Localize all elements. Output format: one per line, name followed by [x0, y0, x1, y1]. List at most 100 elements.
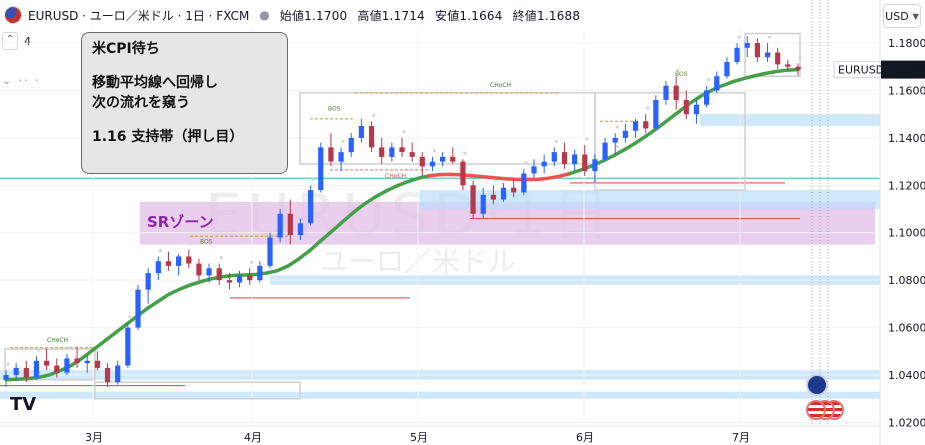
- candle-body: [622, 130, 628, 138]
- candle-body: [561, 152, 568, 164]
- status-dot-icon: ●: [259, 8, 270, 22]
- currency-select[interactable]: USD ▼: [883, 4, 921, 28]
- candle-body: [226, 280, 232, 283]
- chevron-up-icon[interactable]: ⌃: [2, 32, 18, 50]
- close-value: 終値1.1688: [512, 8, 581, 23]
- candle-body: [612, 137, 618, 143]
- symbol-price-tag: [833, 61, 881, 79]
- support-zone: [700, 114, 880, 127]
- candle-body: [267, 237, 273, 266]
- candle-body: [663, 85, 669, 100]
- candle-body: [744, 43, 750, 48]
- structure-label: BOS: [200, 238, 213, 245]
- swing-dot: [737, 35, 741, 39]
- candle-body: [602, 142, 608, 160]
- structure-box: [299, 92, 596, 165]
- symbol-price-tag-label: EURUSD: [838, 64, 884, 77]
- candle-body: [379, 147, 385, 157]
- candle-body: [287, 213, 293, 236]
- candle-body: [338, 152, 344, 162]
- candle-body: [450, 156, 456, 162]
- candle-body: [348, 137, 354, 153]
- indicator-count: 4: [24, 34, 31, 48]
- candle-body: [206, 268, 212, 276]
- tradingview-logo[interactable]: TV: [10, 394, 37, 415]
- candle-body: [247, 275, 253, 281]
- swing-dot: [6, 362, 10, 366]
- swing-dot: [463, 151, 467, 155]
- swing-dot: [189, 241, 193, 245]
- time-tick-label: 3月: [85, 431, 103, 444]
- candle-body: [632, 121, 639, 131]
- candle-body: [592, 159, 598, 172]
- candle-body: [511, 187, 517, 193]
- hidden-indicator-dots-icon[interactable]: ⌄ ·· ·: [2, 74, 41, 87]
- swing-dot: [341, 139, 345, 143]
- candle-body: [155, 261, 161, 274]
- swing-dot: [767, 35, 772, 39]
- swing-dot: [524, 161, 528, 165]
- candle-body: [277, 213, 283, 238]
- indicator-toggle[interactable]: ⌃ 4: [2, 32, 31, 50]
- low-value: 安値1.1664: [435, 8, 503, 23]
- candle-body: [94, 360, 100, 368]
- last-price-label: 1.1688: [887, 64, 925, 77]
- candle-body: [297, 223, 304, 236]
- candle-body: [470, 185, 476, 214]
- price-tick-label: 1.1400: [888, 132, 925, 145]
- candle-body: [673, 85, 679, 100]
- chevron-down-icon: ▼: [912, 11, 919, 21]
- candle-body: [145, 273, 151, 290]
- candle-body: [582, 154, 588, 172]
- sr-zone-label: SRゾーン: [147, 213, 214, 231]
- time-tick-label: 7月: [732, 431, 750, 444]
- swing-dot: [402, 130, 406, 134]
- candle-body: [54, 365, 60, 373]
- time-tick-label: 5月: [410, 431, 428, 444]
- candle-body: [724, 62, 730, 77]
- swing-dot: [67, 346, 71, 350]
- swing-dot: [615, 125, 619, 129]
- candle-body: [135, 289, 141, 328]
- symbol-title[interactable]: EURUSD · ユーロ／米ドル · 1日 · FXCM: [28, 8, 250, 23]
- last-price-label-bg: [881, 60, 925, 79]
- candle-body: [541, 161, 547, 167]
- candle-body: [64, 358, 70, 373]
- candle-body: [714, 76, 720, 91]
- candle-body: [531, 166, 537, 174]
- structure-box: [744, 32, 801, 77]
- structure-label: CHoCH: [47, 337, 68, 344]
- candle-body: [572, 154, 578, 164]
- price-tick-label: 1.0600: [888, 322, 925, 335]
- swing-dot: [280, 201, 284, 205]
- event-flag-icon-us-1[interactable]: [806, 400, 826, 420]
- candle-body: [409, 152, 415, 157]
- analysis-note[interactable]: 米CPI待ち 移動平均線へ回帰し 次の流れを窺う 1.16 支持帯（押し目）: [81, 32, 288, 174]
- candle-body: [775, 52, 781, 65]
- candle-body: [125, 327, 131, 366]
- candle-body: [115, 365, 121, 383]
- candle-body: [216, 268, 222, 281]
- candle-body: [104, 367, 111, 383]
- swing-dot: [798, 55, 802, 60]
- structure-label: BOS: [675, 71, 688, 78]
- structure-label: CHoCH: [490, 82, 511, 89]
- eu-us-flag-icon: [4, 6, 22, 24]
- price-tick-label: 1.0200: [888, 416, 925, 429]
- swing-dot: [615, 144, 619, 149]
- candle-body: [521, 173, 527, 193]
- candle-body: [196, 263, 202, 276]
- note-line-3: 次の流れを窺う: [92, 95, 190, 111]
- event-flag-icon-eu[interactable]: [806, 374, 828, 396]
- candle-body: [44, 360, 50, 366]
- price-tick-label: 1.0400: [888, 369, 925, 382]
- candle-body: [429, 161, 436, 167]
- price-tick-label: 1.1600: [888, 84, 925, 97]
- candle-body: [33, 360, 40, 378]
- candle-body: [368, 126, 375, 148]
- candle-body: [653, 99, 659, 129]
- candle-body: [643, 121, 649, 129]
- swing-dot: [371, 113, 376, 117]
- candle-body: [551, 152, 557, 162]
